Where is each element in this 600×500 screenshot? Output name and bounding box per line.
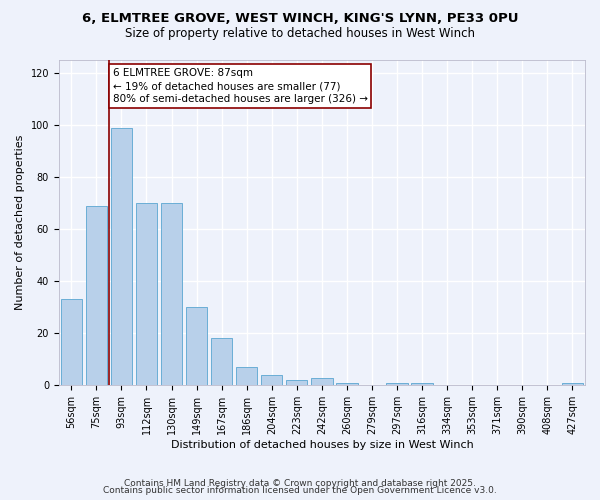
Bar (61, 300, 82, 386)
Y-axis label: Number of detached properties: Number of detached properties (15, 135, 25, 310)
Bar (161, 203, 182, 386)
Text: Size of property relative to detached houses in West Winch: Size of property relative to detached ho… (125, 28, 475, 40)
Bar (186, 308, 207, 386)
Bar (86, 206, 107, 386)
X-axis label: Distribution of detached houses by size in West Winch: Distribution of detached houses by size … (170, 440, 473, 450)
Bar (412, 382, 433, 386)
Text: 6 ELMTREE GROVE: 87sqm
← 19% of detached houses are smaller (77)
80% of semi-det: 6 ELMTREE GROVE: 87sqm ← 19% of detached… (113, 68, 368, 104)
Text: Contains public sector information licensed under the Open Government Licence v3: Contains public sector information licen… (103, 486, 497, 495)
Text: 6, ELMTREE GROVE, WEST WINCH, KING'S LYNN, PE33 0PU: 6, ELMTREE GROVE, WEST WINCH, KING'S LYN… (82, 12, 518, 26)
Bar (562, 382, 583, 386)
Bar (386, 382, 408, 386)
Bar (111, 128, 132, 386)
Bar (236, 367, 257, 386)
Bar (211, 338, 232, 386)
Bar (261, 375, 283, 386)
Bar (311, 378, 332, 386)
Text: Contains HM Land Registry data © Crown copyright and database right 2025.: Contains HM Land Registry data © Crown c… (124, 478, 476, 488)
Bar (286, 380, 307, 386)
Bar (336, 382, 358, 386)
Bar (136, 203, 157, 386)
